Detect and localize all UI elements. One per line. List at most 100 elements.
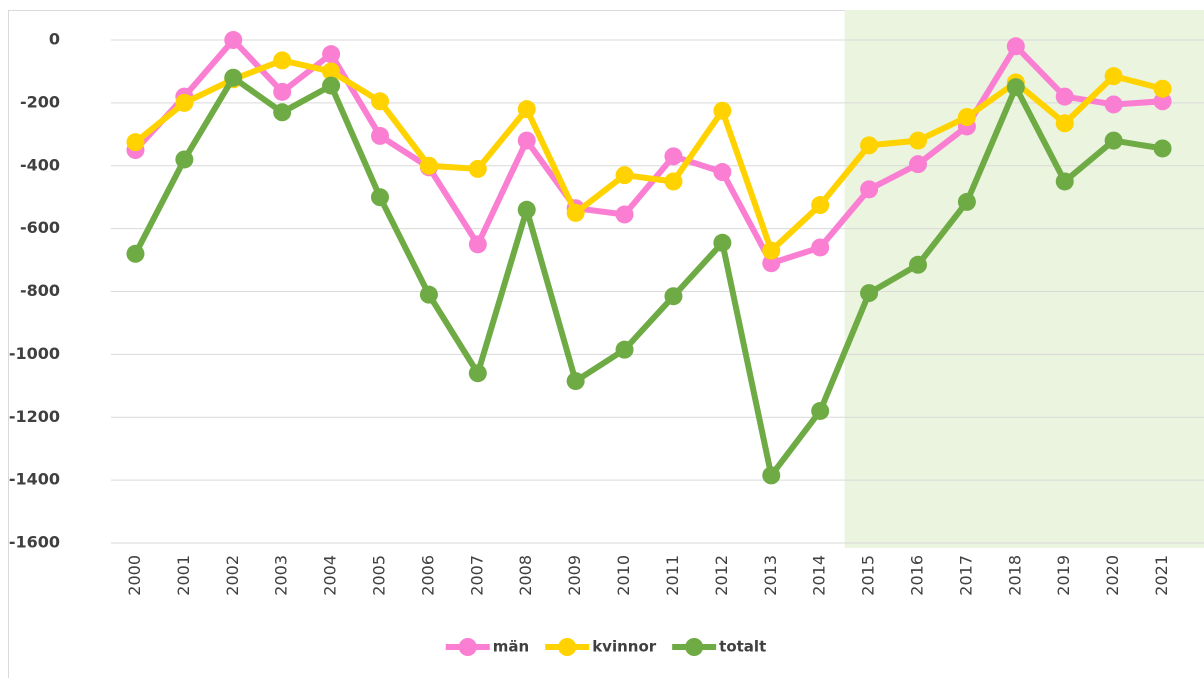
point (860, 136, 879, 155)
point (273, 51, 292, 70)
x-tick-label: 2003 (272, 555, 291, 596)
point (762, 466, 781, 485)
point (615, 166, 634, 185)
point (1006, 78, 1025, 97)
point (811, 196, 830, 215)
point (909, 255, 927, 274)
point (517, 100, 536, 119)
point (322, 76, 341, 95)
point (1104, 95, 1123, 114)
legend-symbol (685, 638, 704, 656)
x-tick-label: 2018 (1005, 555, 1024, 596)
x-tick-label: 2016 (908, 555, 927, 596)
y-tick-label: -1000 (9, 344, 60, 363)
point (1104, 131, 1123, 150)
point (811, 238, 830, 257)
point (664, 147, 683, 166)
point (957, 192, 976, 211)
point (1055, 172, 1074, 191)
point (1055, 87, 1074, 106)
point (322, 45, 341, 64)
legend-label: kvinnor (592, 638, 657, 656)
point (713, 101, 732, 120)
x-tick-label: 2017 (956, 555, 975, 596)
x-tick-label: 2000 (125, 555, 144, 596)
point (468, 159, 487, 178)
x-tick-label: 2006 (418, 555, 437, 596)
point (224, 31, 243, 49)
series-line (133, 37, 1163, 267)
y-tick-label: -200 (20, 92, 60, 111)
point (419, 156, 438, 175)
point (273, 103, 292, 122)
point (126, 244, 145, 263)
y-tick-label: -400 (20, 155, 60, 174)
x-tick-label: 2014 (810, 555, 829, 596)
x-tick-label: 2005 (370, 555, 389, 596)
y-tick-label: -800 (20, 281, 60, 300)
x-tick-label: 2020 (1103, 555, 1122, 596)
point (664, 172, 683, 191)
point (1055, 114, 1074, 133)
x-tick-label: 2002 (223, 555, 242, 596)
point (762, 241, 781, 260)
x-tick-label: 2015 (859, 555, 878, 596)
legend: män kvinnor totalt (445, 638, 766, 656)
legend-label: män (493, 638, 529, 656)
point (1153, 139, 1172, 158)
point (860, 180, 879, 199)
x-tick-label: 2008 (516, 555, 535, 596)
point (468, 364, 487, 383)
x-tick-label: 2010 (614, 555, 633, 596)
point (811, 401, 830, 420)
x-tick-label: 2021 (1152, 555, 1171, 596)
y-tick-label: -1200 (9, 407, 60, 426)
point (957, 108, 976, 127)
point (517, 131, 536, 150)
point (762, 254, 781, 273)
legend-symbol (458, 638, 477, 656)
point (371, 188, 389, 207)
x-tick-label: 2012 (712, 555, 731, 596)
point (1153, 79, 1172, 98)
legend-symbol (558, 638, 577, 656)
chart-frame (8, 10, 1204, 678)
point (713, 163, 732, 182)
legend-label: totalt (719, 638, 766, 656)
point (468, 235, 487, 254)
point (909, 131, 927, 150)
point (419, 285, 438, 304)
point (1153, 92, 1172, 111)
point (1104, 67, 1123, 86)
x-tick-label: 2004 (321, 555, 340, 596)
point (126, 133, 145, 152)
point (371, 126, 389, 145)
point (909, 155, 927, 174)
x-tick-label: 2001 (174, 555, 193, 596)
point (713, 233, 732, 252)
point (371, 92, 389, 111)
point (664, 287, 683, 306)
y-tick-label: -600 (20, 218, 60, 237)
series-line (132, 74, 1164, 479)
point (566, 372, 585, 391)
x-tick-label: 2013 (761, 555, 780, 596)
series-line (133, 57, 1164, 254)
point (615, 340, 634, 359)
point (517, 200, 536, 219)
point (566, 203, 585, 222)
point (175, 93, 194, 112)
point (273, 82, 292, 101)
x-tick-label: 2009 (565, 555, 584, 596)
point (224, 68, 243, 87)
point (615, 205, 634, 224)
x-tick-label: 2011 (663, 555, 682, 596)
x-tick-label: 2019 (1054, 555, 1073, 596)
y-tick-label: -1400 (9, 470, 60, 489)
x-tick-label: 2007 (467, 555, 486, 596)
y-tick-label: 0 (49, 30, 60, 49)
y-tick-label: -1600 (9, 533, 60, 552)
point (175, 150, 194, 169)
point (322, 62, 341, 81)
